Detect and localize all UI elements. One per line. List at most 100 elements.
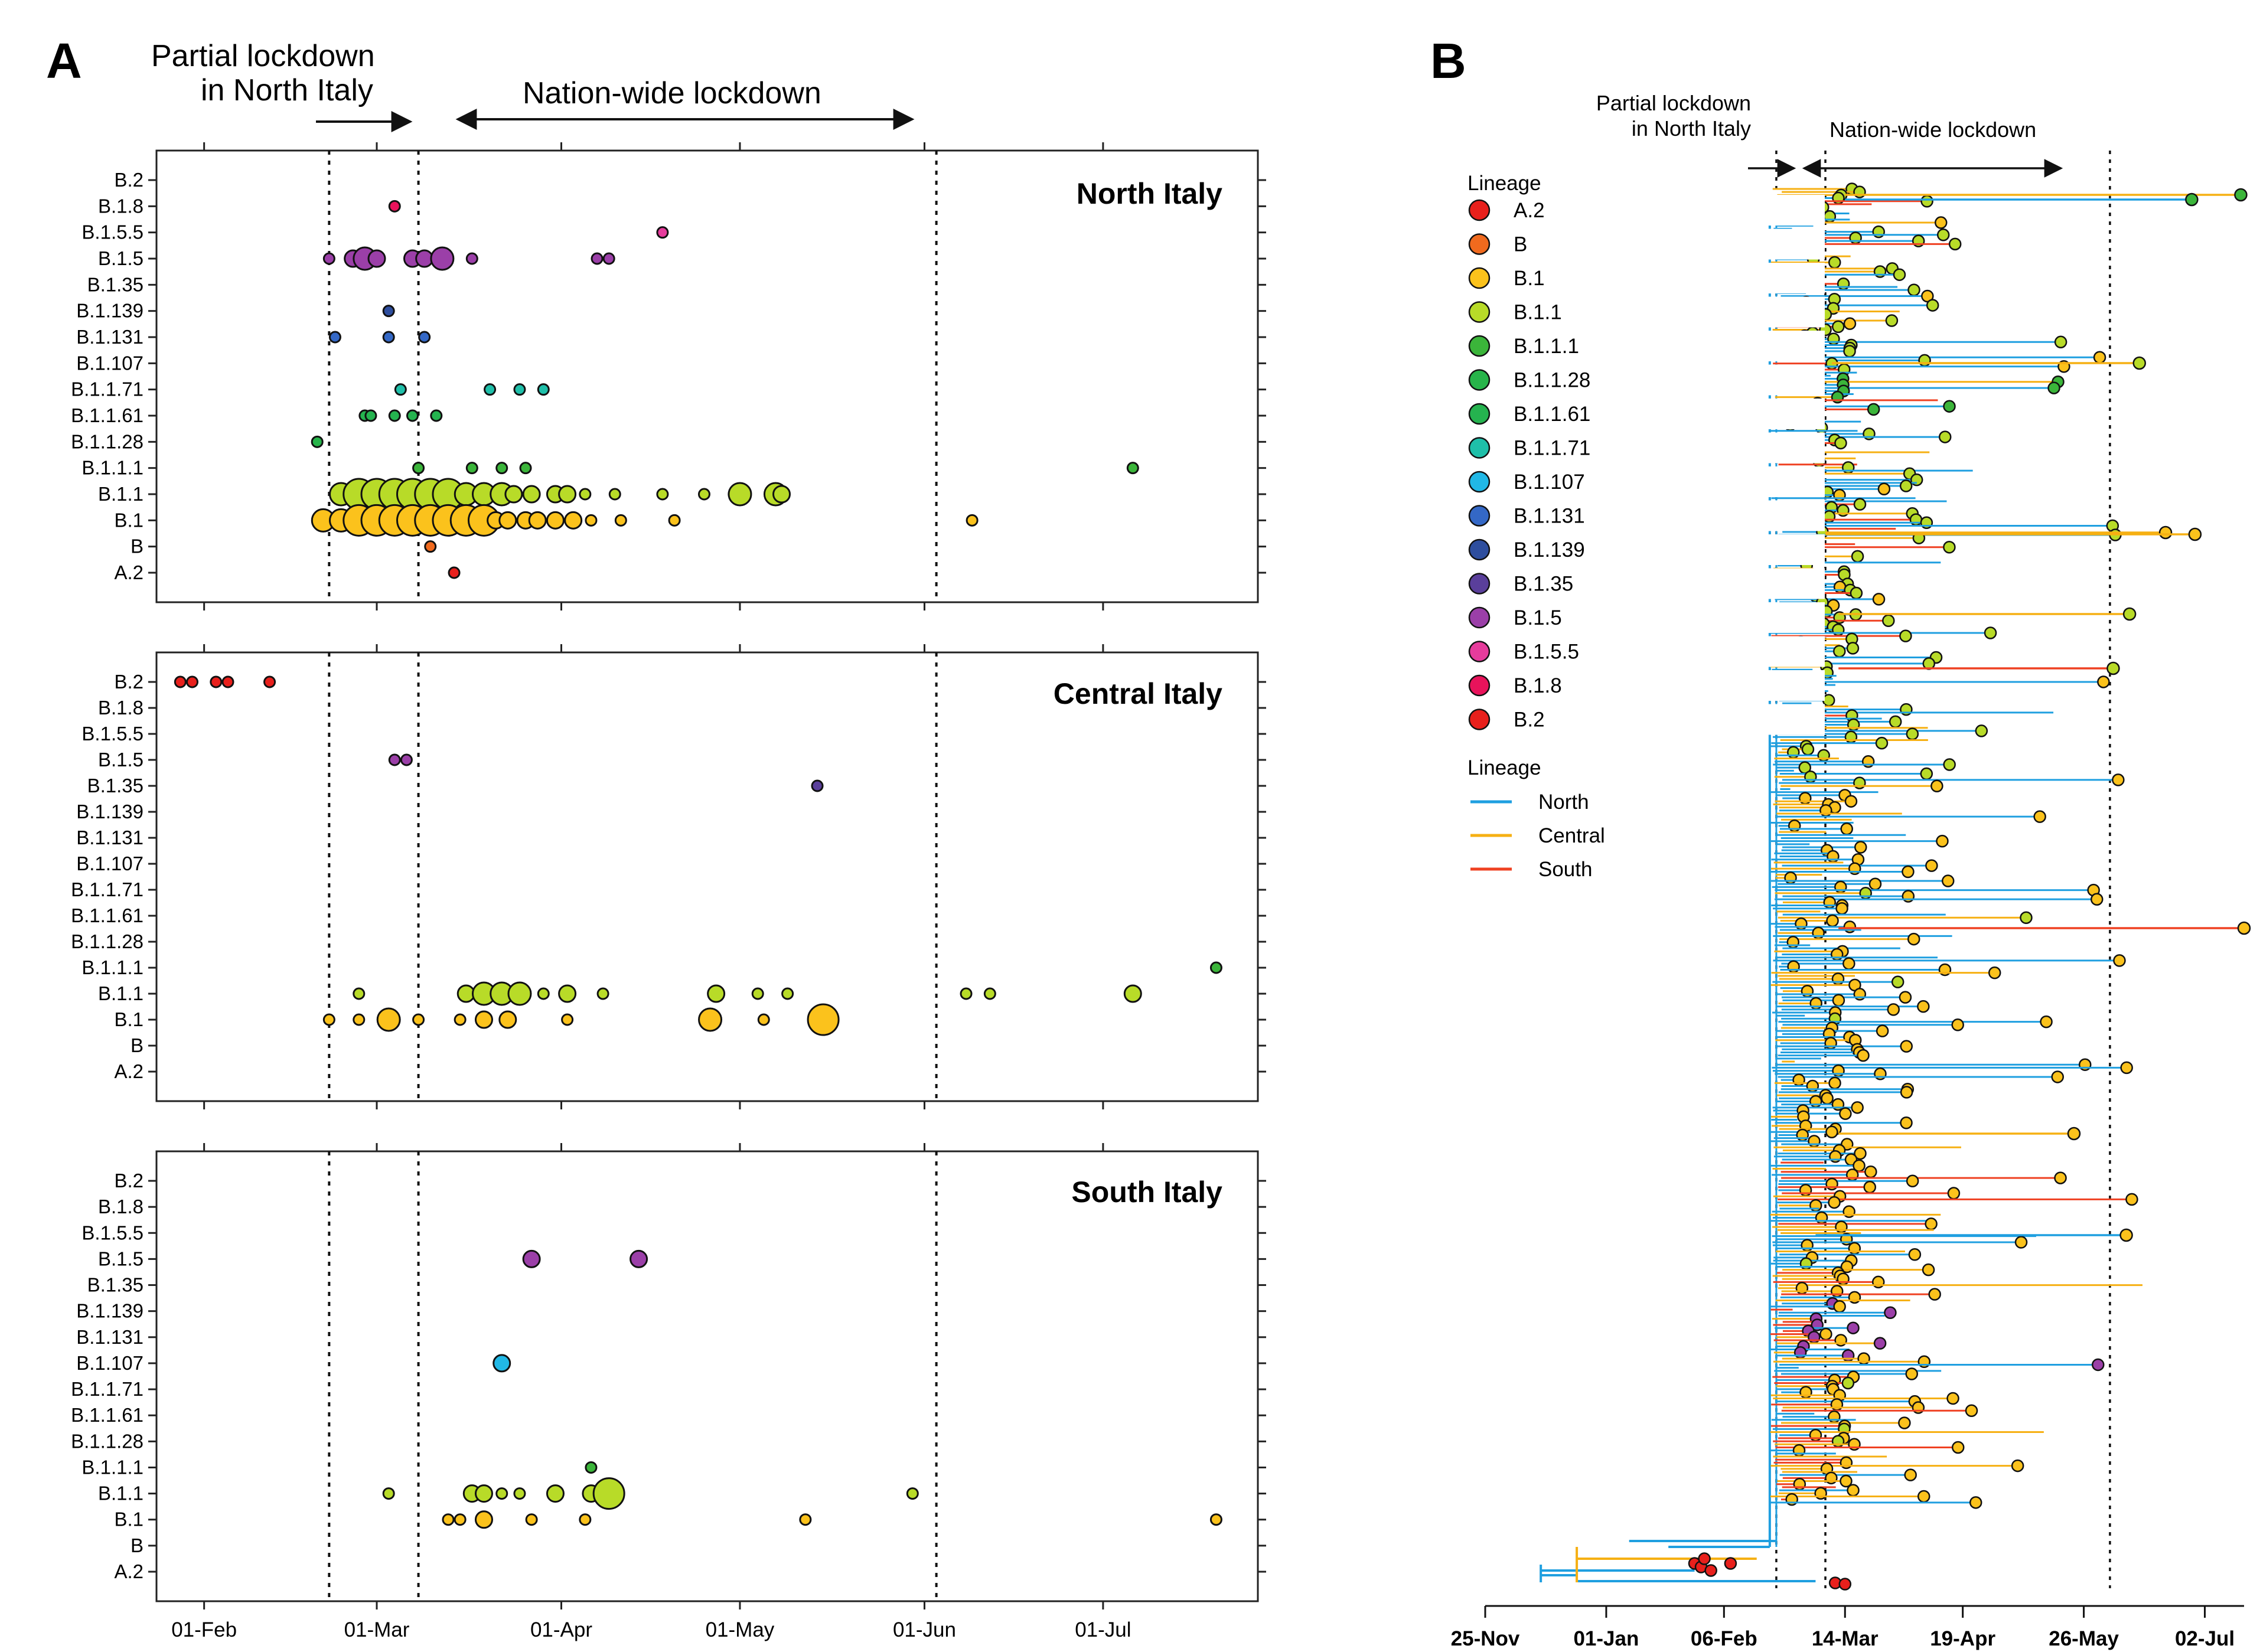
tip-b-1 [1835, 902, 1848, 915]
tip-b-1 [1900, 1086, 1913, 1099]
tip-b-1-1-1 [2185, 192, 2199, 207]
legend-marker-b [1468, 233, 1491, 255]
panel-label-b: B [1430, 33, 1466, 89]
legend-label-north: North [1538, 791, 1589, 814]
partial-lockdown-label-line2: in North Italy [201, 73, 373, 107]
tip-b-1-1 [2132, 356, 2147, 370]
plot-frame [155, 149, 1259, 603]
tree-partial-lockdown-line1: Partial lockdown [1596, 91, 1751, 115]
legend-marker-b-1-1-61 [1468, 403, 1491, 425]
point-b-1 [966, 514, 979, 527]
legend-marker-b-1-8 [1468, 674, 1491, 697]
tip-b-1-1 [1920, 194, 1933, 208]
point-b-1-1 [474, 1484, 493, 1503]
point-b-2 [210, 675, 223, 688]
y-tick-label: B.1.1.28 [71, 430, 144, 452]
point-b-1 [585, 514, 598, 527]
x-tick-label: 14-Mar [1812, 1627, 1879, 1650]
legend-bg [1459, 228, 1825, 260]
y-tick-label: B.1.35 [87, 775, 144, 796]
x-tick-label: 19-Apr [1930, 1627, 1995, 1650]
tip-b-1 [2033, 810, 2046, 823]
point-b-1-1-71 [513, 383, 526, 396]
tip-b-1 [1857, 1049, 1870, 1062]
y-tick-label: B.1.107 [76, 1352, 144, 1374]
tip-b-1-1-1 [2234, 188, 2248, 202]
legend-label-b-1-107: B.1.107 [1514, 471, 1585, 494]
tip-b-1 [1839, 1107, 1852, 1120]
y-tick-label: A.2 [114, 1560, 144, 1582]
legend-bg [1459, 331, 1825, 361]
legend-label-south: South [1538, 858, 1592, 881]
south-italy-title: South Italy [1071, 1176, 1222, 1209]
tip-b-1 [1936, 834, 1949, 848]
tip-b-1-1 [1906, 727, 1919, 740]
legend-label-b-1-1-71: B.1.1.71 [1514, 437, 1590, 460]
tip-b-1-1 [1801, 743, 1815, 756]
tip-b-1-1 [1893, 268, 1906, 281]
legend-marker-b-1-1-28 [1468, 369, 1491, 391]
tip-b-2 [1724, 1557, 1737, 1570]
legend-marker-b-1-107 [1468, 471, 1491, 493]
y-tick-label: B.1.1.1 [81, 956, 144, 978]
legend-label-b-1-1: B.1.1 [1514, 301, 1562, 324]
legend-label-b-1-8: B.1.8 [1514, 674, 1562, 697]
tip-b-1-1 [1975, 724, 1988, 737]
tip-b-1-1 [2020, 911, 2033, 925]
tip-b-1-1 [1828, 256, 1841, 269]
point-b-2 [174, 675, 187, 688]
point-b-1 [528, 511, 547, 530]
tip-b-2 [1704, 1564, 1717, 1577]
tip-b-1-1 [1891, 975, 1904, 988]
tip-b-1 [1917, 1000, 1930, 1013]
tip-b-1-1 [1843, 345, 1856, 358]
point-a-2 [448, 566, 461, 579]
tip-b-1 [2093, 351, 2106, 364]
legend-bg [1459, 263, 1825, 293]
point-b-1-5 [322, 252, 335, 265]
legend-label-b-2: B.2 [1514, 709, 1545, 732]
x-tick-label: 26-May [2049, 1627, 2119, 1650]
tip-b-1 [1868, 877, 1882, 890]
tip-b-1 [1828, 1196, 1841, 1209]
tip-b-1 [1840, 822, 1853, 835]
point-b-1 [614, 514, 627, 527]
point-b-1-131 [328, 331, 341, 344]
y-tick-label: B.1.1.28 [71, 1430, 144, 1452]
tip-b-1-1 [1851, 550, 1864, 563]
legend-label-b-1-131: B.1.131 [1514, 505, 1585, 528]
y-tick-label: B.2 [114, 1170, 144, 1191]
tip-b-1 [1905, 1367, 1918, 1380]
tip-b-1 [1969, 1496, 1982, 1509]
legend-label-b-1-5-5: B.1.5.5 [1514, 641, 1579, 664]
y-tick-label: B [131, 536, 144, 557]
legend-label-b-1-5: B.1.5 [1514, 606, 1562, 629]
point-b-1-1-1 [1126, 462, 1139, 475]
legend-bg [1459, 195, 1825, 226]
point-b-2 [263, 675, 276, 688]
legend-bg [1459, 466, 1825, 497]
tip-b-1-1 [1853, 185, 1866, 198]
tip-b-1 [1907, 932, 1920, 946]
point-b-1-1 [728, 482, 752, 507]
tip-b-1 [1934, 216, 1948, 229]
tip-b-1 [1899, 991, 1912, 1004]
point-b-1-1 [522, 485, 541, 504]
point-b-1-1 [495, 1487, 508, 1500]
legend: A.2 B B.1 B.1.1 B.1.1.1 B.1.1.28 B.1.1.61 B.1.1… [1459, 172, 1825, 884]
point-b-1-1 [504, 485, 523, 504]
legend-marker-b-1-139 [1468, 538, 1491, 561]
tip-b-1-5 [1884, 1306, 1897, 1320]
point-b-1 [376, 1007, 401, 1032]
y-tick-label: B.1.1 [98, 982, 144, 1004]
point-b-1-107 [493, 1354, 511, 1373]
tip-b-1-1 [1834, 436, 1847, 450]
point-b-1-1-1 [412, 462, 425, 475]
legend-label-b-1-1-1: B.1.1.1 [1514, 335, 1579, 358]
y-tick-label: B.1.1.71 [71, 879, 144, 900]
point-b-1-1-61 [388, 409, 401, 422]
legend-label-b-1-139: B.1.139 [1514, 538, 1585, 561]
point-b-1 [579, 1513, 592, 1526]
point-b-1-131 [418, 331, 431, 344]
